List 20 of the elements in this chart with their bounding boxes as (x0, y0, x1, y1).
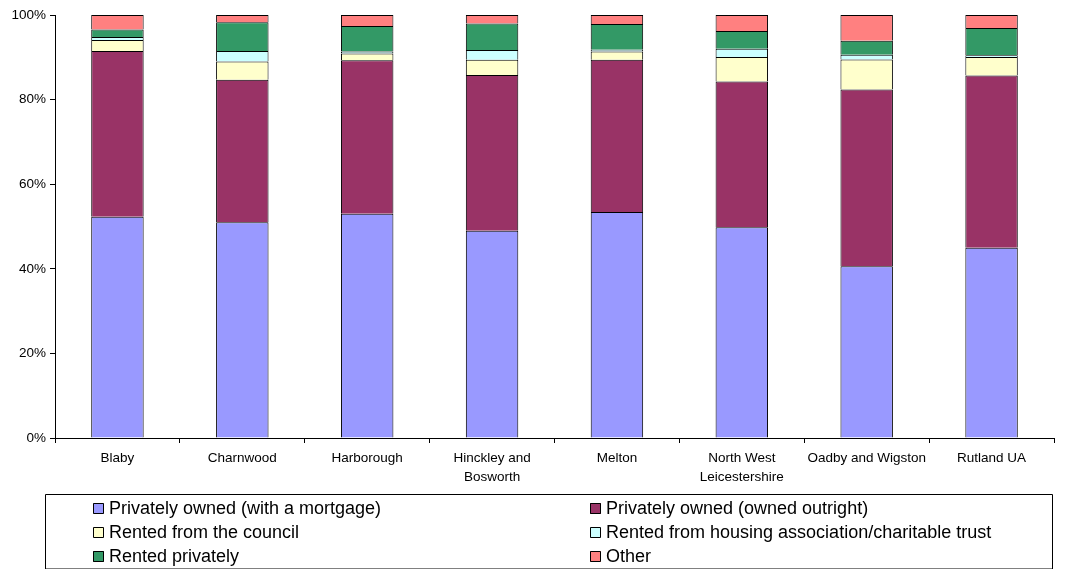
legend-label: Privately owned (owned outright) (606, 497, 869, 518)
legend-label: Rented from the council (109, 521, 300, 542)
legend-label: Privately owned (with a mortgage) (109, 497, 382, 518)
legend-label: Rented from housing association/charitable trust (606, 521, 992, 542)
x-tick-label: Charnwood (207, 450, 277, 466)
y-tick-label: 100% (11, 6, 46, 22)
y-tick-label: 20% (18, 345, 46, 361)
y-tick-label: 60% (18, 175, 46, 191)
x-tick-label: Rutland UA (957, 450, 1027, 466)
x-tick-label: North West Leicestershire (699, 450, 784, 485)
x-tick-label: Oadby and Wigston (807, 450, 926, 466)
x-tick-label: Harborough (331, 450, 403, 466)
y-tick-label: 40% (18, 260, 46, 276)
y-tick-label: 0% (26, 429, 46, 445)
legend-label: Other (606, 545, 652, 566)
x-tick-label: Melton (596, 450, 638, 466)
y-tick-label: 80% (18, 91, 46, 107)
x-tick-label: Blaby (100, 450, 135, 466)
x-tick-label: Hinckley and Bosworth (453, 450, 531, 485)
legend-label: Rented privately (109, 545, 240, 566)
